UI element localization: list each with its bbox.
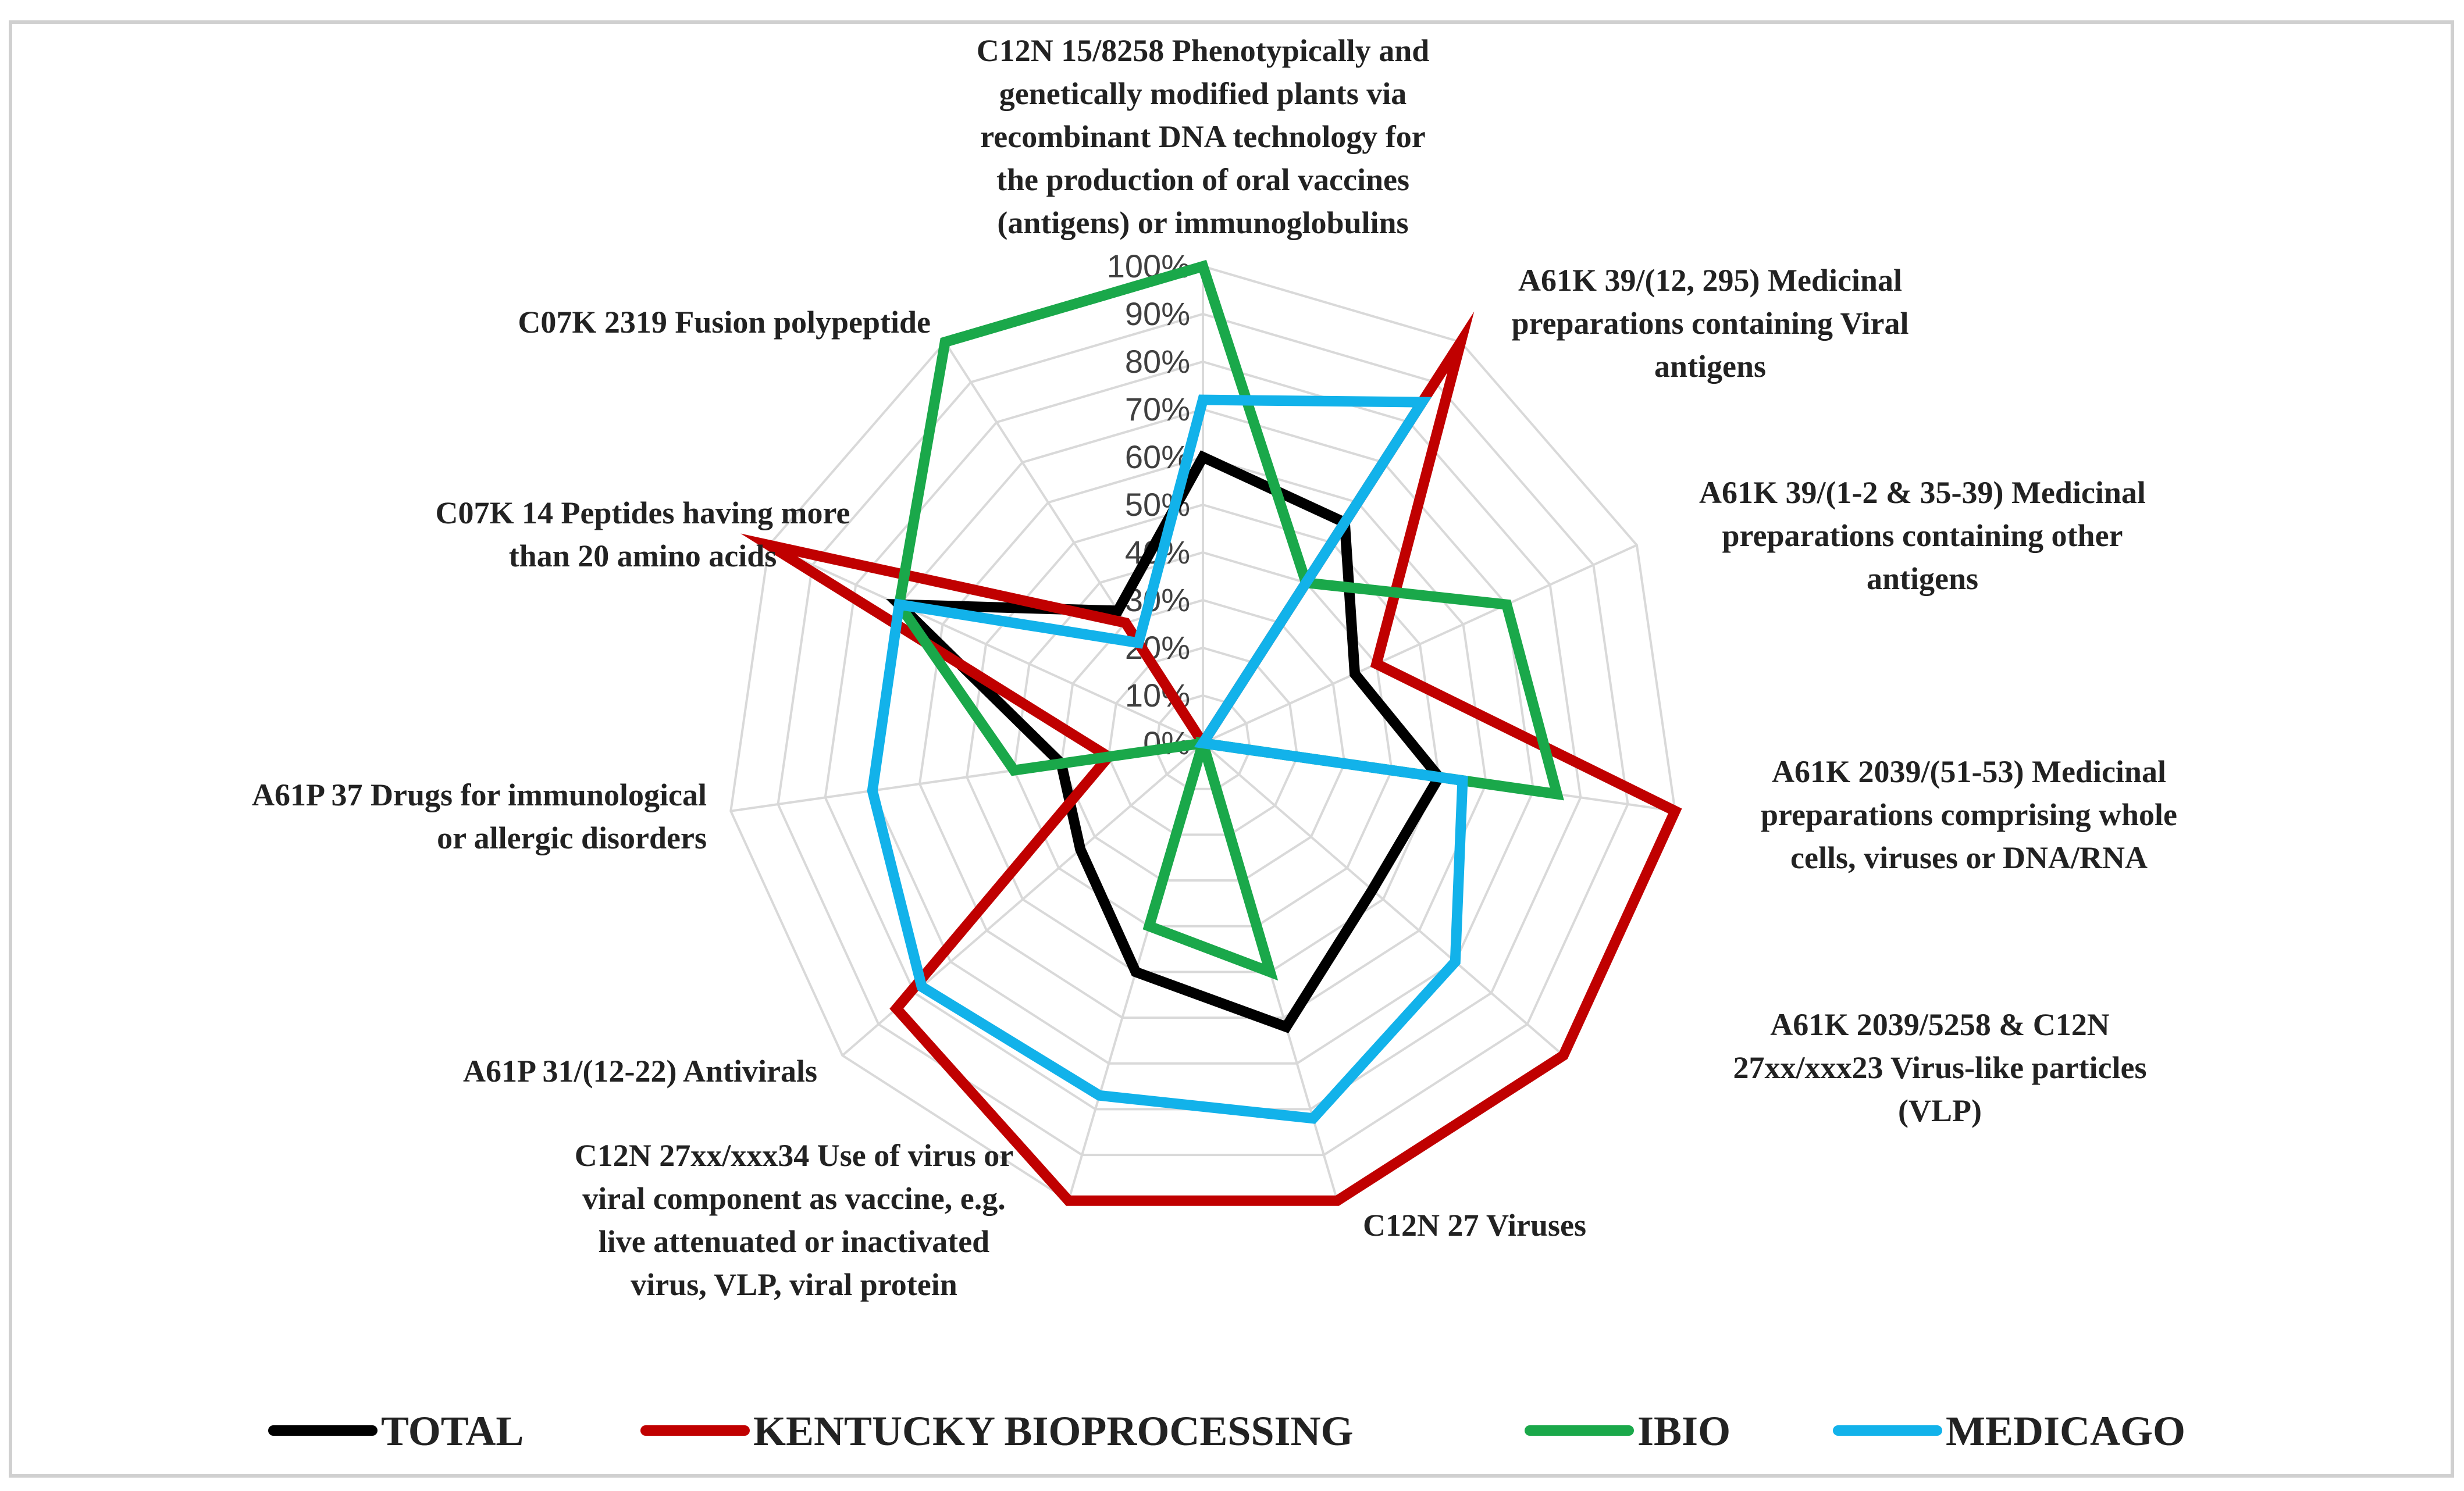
category-label: C12N 27 Viruses — [1363, 1208, 1586, 1243]
tick-label: 80% — [1125, 343, 1190, 380]
legend-item-medicago: MEDICAGO — [1833, 1408, 2185, 1454]
series-line-medicago — [867, 394, 1468, 1124]
legend-label: KENTUCKY BIOPROCESSING — [753, 1408, 1354, 1454]
category-label: A61K 2039/5258 & C12N 27xx/xxx23 Virus-li… — [1733, 1007, 2147, 1128]
legend-label: MEDICAGO — [1946, 1408, 2185, 1454]
tick-label: 90% — [1125, 295, 1190, 332]
series-line-kentucky-bioprocessing — [740, 311, 1682, 1206]
category-label: C07K 2319 Fusion polypeptide — [518, 305, 931, 340]
grid-spoke — [1202, 544, 1637, 744]
legend-label: IBIO — [1637, 1408, 1731, 1454]
series-line-ibio — [893, 259, 1564, 981]
category-label: A61K 39/(12, 295) Medicinal preparations … — [1511, 263, 1908, 384]
grid-ring-30 — [1060, 598, 1346, 882]
legend-label: TOTAL — [381, 1408, 524, 1454]
grid-ring-50 — [966, 503, 1440, 973]
grid-ring-10 — [1154, 694, 1252, 790]
grid-ring-40 — [1013, 551, 1393, 928]
category-label: A61P 37 Drugs for immunological or allerg… — [252, 777, 707, 855]
legend-item-total: TOTAL — [268, 1408, 524, 1454]
legend-item-ibio: IBIO — [1525, 1408, 1731, 1454]
series-lines — [740, 259, 1682, 1206]
tick-label: 70% — [1125, 391, 1190, 427]
category-label: C12N 27xx/xxx34 Use of virus or viral com… — [575, 1138, 1013, 1302]
grid-ring-20 — [1107, 646, 1299, 836]
grid-spoke — [1202, 742, 1565, 1057]
category-label: C12N 15/8258 Phenotypically and genetical… — [977, 33, 1430, 240]
category-label: A61K 2039/(51-53) Medicinal preparations … — [1761, 754, 2177, 875]
category-label: C07K 14 Peptides having more than 20 amin… — [436, 495, 850, 573]
category-labels: C12N 15/8258 Phenotypically and genetical… — [252, 33, 2177, 1302]
legend: TOTAL KENTUCKY BIOPROCESSING IBIO MEDICAGO — [268, 1408, 2185, 1454]
legend-item-kentucky-bioprocessing: KENTUCKY BIOPROCESSING — [640, 1408, 1354, 1454]
category-label: A61P 31/(12-22) Antivirals — [463, 1054, 817, 1089]
category-label: A61K 39/(1-2 & 35-39) Medicinal preparati… — [1699, 475, 2146, 596]
grid-ring-90 — [777, 312, 1629, 1157]
grid-spoke — [768, 544, 1203, 744]
